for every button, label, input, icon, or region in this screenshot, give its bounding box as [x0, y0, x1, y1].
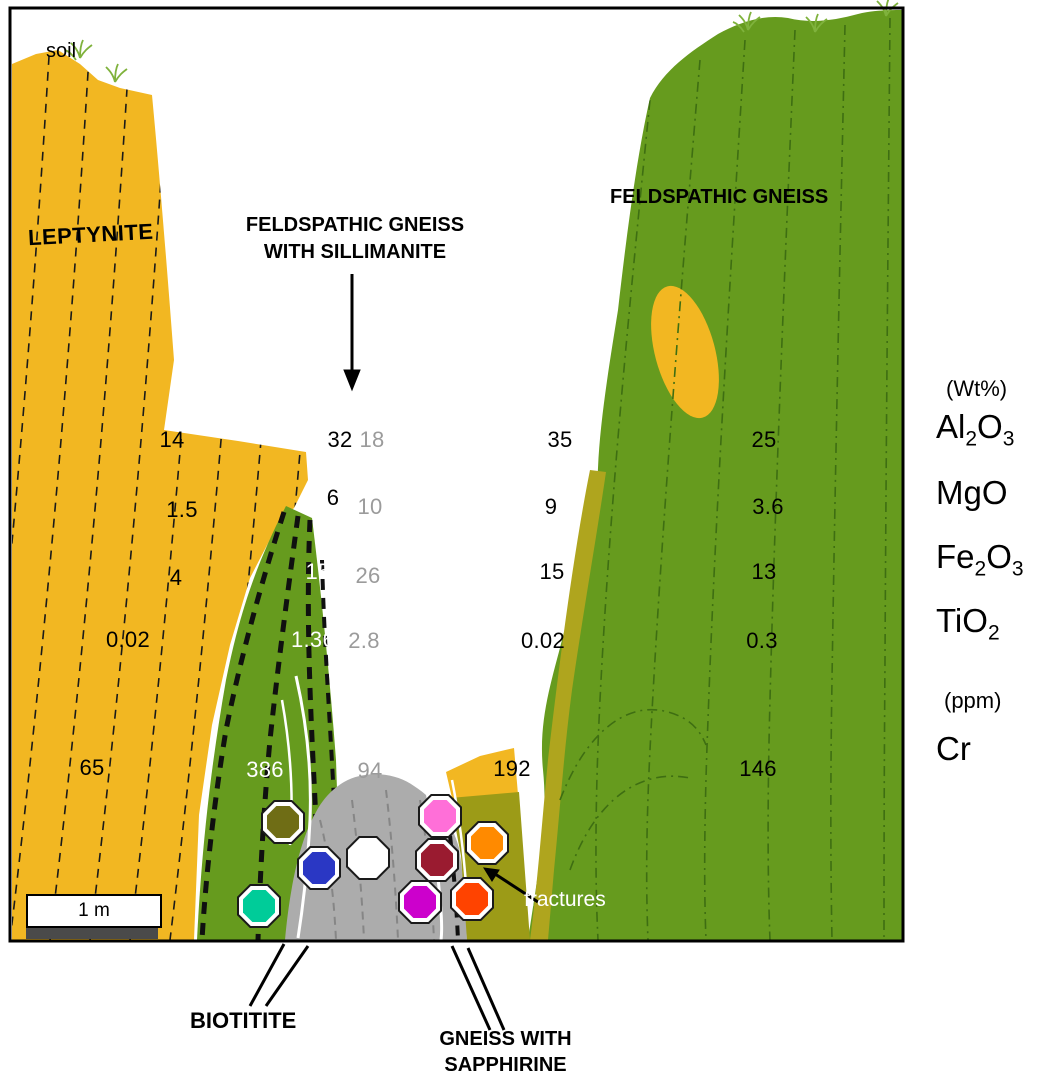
label-feldspathic-gneiss: FELDSPATHIC GNEISS — [610, 186, 829, 208]
sample-marker-dark-red — [415, 838, 459, 882]
foliation-lines-gneiss — [559, 17, 891, 940]
scale-box: 1 m — [26, 894, 162, 928]
ppm-units-label: (ppm) — [944, 688, 1002, 713]
analyte-fe2o3: Fe2O3 — [936, 538, 1024, 581]
geochem-value: 18 — [359, 427, 385, 452]
analyte-cr: Cr — [936, 730, 971, 767]
label-feldspathic-gneiss-sillimanite: FELDSPATHIC GNEISS WITH SILLIMANITE — [245, 214, 465, 263]
biotitite-leader-lines — [248, 943, 310, 1007]
leptynite-region — [12, 50, 308, 940]
geochem-value: 14 — [159, 427, 185, 452]
label-fractures: fractures — [524, 888, 606, 911]
label-biotitite: BIOTITITE — [190, 1008, 297, 1033]
geochem-value: 10 — [357, 494, 383, 519]
fractures-arrow — [483, 867, 539, 904]
feldspathic-gneiss-region — [528, 10, 903, 940]
weathered-strip — [530, 470, 606, 940]
geochem-value: 13 — [751, 559, 777, 584]
scale-bar — [26, 928, 158, 939]
sillimanite-arrow — [343, 274, 361, 392]
geochem-value: 0.3 — [746, 628, 778, 653]
sample-marker-fill — [404, 886, 436, 918]
sample-marker-orange — [465, 821, 509, 865]
geochem-value: 15 — [539, 559, 565, 584]
geochem-value: 2.8 — [348, 628, 380, 653]
grass-icon — [805, 13, 828, 33]
geochem-value: 9 — [544, 494, 558, 519]
grass-icon — [732, 11, 761, 33]
sample-marker-fill — [303, 852, 335, 884]
geochem-value: 32 — [327, 427, 353, 452]
sample-marker-blue — [297, 846, 341, 890]
analyte-mgo: MgO — [936, 474, 1008, 511]
label-soil: soil — [46, 40, 77, 62]
geochem-value: 94 — [357, 758, 383, 783]
geochem-value: 192 — [493, 756, 531, 781]
sample-marker-spring-green — [237, 884, 281, 928]
sample-marker-pink — [418, 794, 462, 838]
geochem-value: 35 — [547, 427, 573, 452]
sample-marker-fill — [471, 827, 503, 859]
sample-marker-fill — [243, 890, 275, 922]
scale-label: 1 m — [78, 900, 110, 921]
sample-marker-magenta — [398, 880, 442, 924]
sample-marker-fill — [424, 800, 456, 832]
sample-marker-white — [346, 836, 390, 880]
analyte-al2o3: Al2O3 — [936, 408, 1015, 451]
sample-marker-orange-red — [450, 877, 494, 921]
geochem-value: 1.36 — [290, 627, 336, 652]
geochem-value: 386 — [246, 757, 284, 782]
geochem-value: 65 — [79, 755, 105, 780]
grass-icon — [64, 39, 93, 61]
grass-icons — [64, 0, 899, 83]
geochem-value: 3.6 — [752, 494, 784, 519]
geochem-value: 15 — [305, 559, 331, 584]
biotitite-band-region — [197, 506, 342, 940]
sample-marker-olive — [261, 800, 305, 844]
label-gneiss-sapphirine: GNEISS WITH SAPPHIRINE — [439, 1028, 572, 1076]
sapphirine-leader-lines — [450, 945, 506, 1031]
sample-marker-fill — [456, 883, 488, 915]
figure-border — [8, 6, 905, 943]
wt-percent-units-label: (Wt%) — [946, 376, 1008, 401]
geochem-value: 0.02 — [520, 628, 566, 653]
geochem-value: 6 — [326, 485, 340, 510]
analyte-tio2: TiO2 — [936, 602, 1000, 645]
gold-lens-in-gneiss — [651, 285, 719, 419]
geochem-value: 25 — [751, 427, 777, 452]
sample-marker-fill — [267, 806, 299, 838]
fracture-lines — [280, 675, 470, 941]
geochem-value: 26 — [355, 563, 381, 588]
grass-icon — [105, 63, 128, 83]
geochem-value: 4 — [169, 565, 183, 590]
geochem-value: 1.5 — [166, 497, 198, 522]
sample-marker-fill — [421, 844, 453, 876]
geochem-value: 146 — [739, 756, 777, 781]
geochem-value: 0.02 — [105, 627, 151, 652]
sample-marker-fill — [352, 842, 384, 874]
